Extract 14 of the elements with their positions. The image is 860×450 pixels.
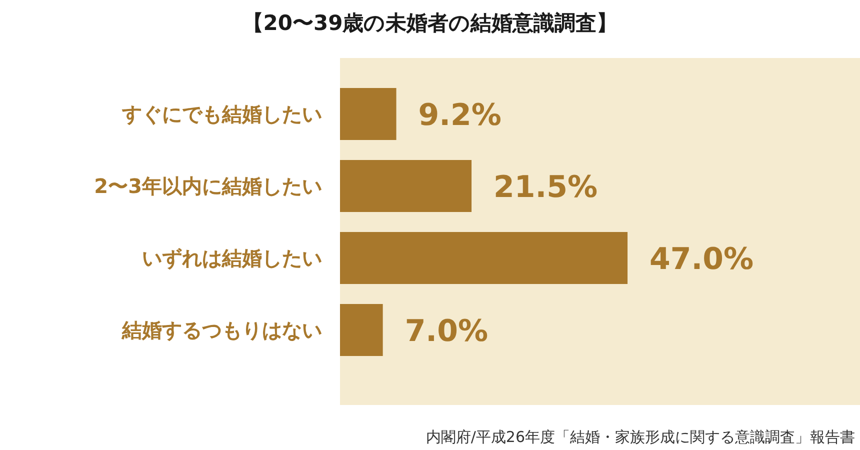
bar [340,304,383,356]
bar [340,88,396,140]
y-tick-label: いずれは結婚したい [142,246,322,270]
y-tick-label: すぐにでも結婚したい [121,102,322,126]
data-label: 21.5% [494,170,598,205]
bar [340,160,472,212]
chart-title: 【20〜39歳の未婚者の結婚意識調査】 [242,11,618,35]
bar [340,232,628,284]
data-label: 7.0% [404,314,488,349]
data-label: 47.0% [650,242,754,277]
y-tick-label: 結婚するつもりはない [121,318,322,342]
text: 内閣府/平成26年度「結婚・家族形成に関する意識調査」報告書 [426,428,855,446]
data-label: 9.2% [418,98,502,133]
y-tick-label: 2〜3年以内に結婚したい [94,174,322,198]
